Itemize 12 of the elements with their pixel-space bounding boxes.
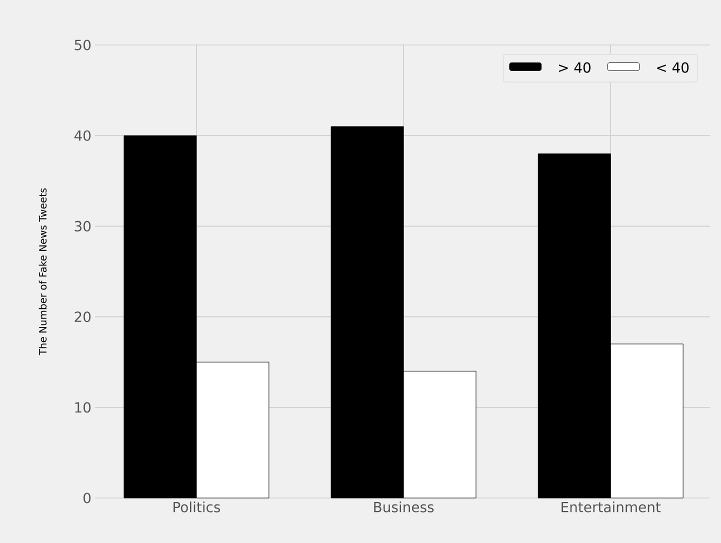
y-tick-label: 10	[75, 402, 91, 413]
y-tick-label: 0	[84, 492, 91, 504]
y-tick-label: 50	[74, 40, 91, 50]
y-tick-label: 20	[74, 312, 91, 322]
y-tick-label: 40	[74, 130, 91, 141]
legend-label: < 40	[657, 62, 689, 73]
x-tick-label: Entertainment	[562, 502, 661, 512]
y-axis-title: The Number of Fake News Tweets	[38, 188, 47, 356]
x-tick-label: Business	[374, 502, 434, 512]
x-tick-label: Politics	[174, 502, 220, 512]
legend-label: > 40	[559, 62, 590, 73]
y-tick-label: 30	[74, 220, 91, 232]
